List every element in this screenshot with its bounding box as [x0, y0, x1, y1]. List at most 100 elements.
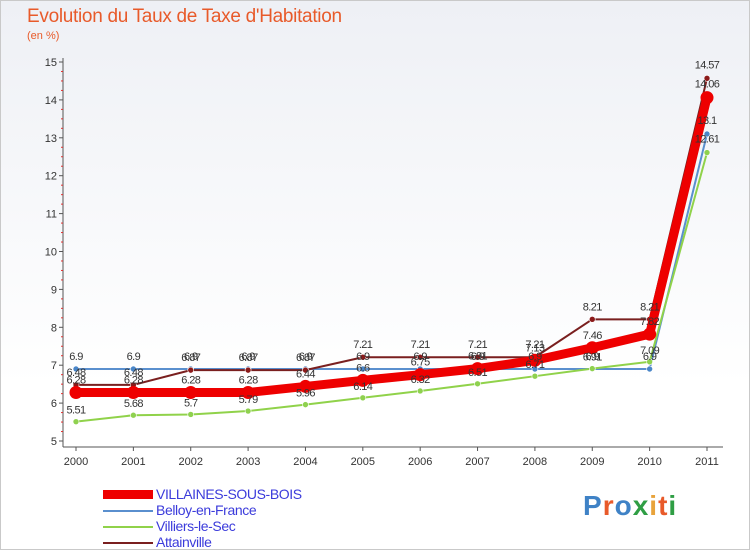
- data-label-0: 7.13: [525, 342, 544, 354]
- proxiti-logo: Proxiti: [583, 490, 678, 521]
- x-tick-label: 2011: [695, 456, 719, 468]
- x-tick-label: 2010: [637, 456, 661, 468]
- legend-swatch-belloy: [103, 510, 153, 512]
- data-label-3: 7.21: [411, 339, 430, 351]
- series-point-1: [359, 365, 367, 373]
- series-point-0: [471, 362, 485, 376]
- data-label-1: 6.9: [127, 351, 141, 363]
- y-tick-label: 5: [51, 436, 57, 448]
- data-label-3: 14.57: [695, 59, 720, 71]
- series-point-3: [187, 366, 195, 374]
- y-tick-label: 9: [51, 284, 57, 296]
- series-line-0: [71, 93, 712, 397]
- data-label-1: 6.9: [643, 351, 657, 363]
- series-point-0: [413, 368, 427, 382]
- data-label-2: 5.79: [239, 394, 258, 406]
- x-tick-label: 2000: [64, 456, 88, 468]
- series-line-1: [75, 133, 708, 370]
- series-point-1: [72, 365, 80, 373]
- series-point-3: [302, 366, 309, 374]
- data-label-0: 7.46: [583, 330, 602, 342]
- y-tick-label: 15: [45, 57, 57, 69]
- x-tick-label: 2005: [351, 456, 375, 468]
- chart-subtitle: (en %): [27, 30, 60, 42]
- x-tick-label: 2001: [121, 456, 145, 468]
- legend-swatch-villaines: [103, 490, 153, 499]
- data-label-3: 6.87: [239, 352, 258, 364]
- x-tick-label: 2002: [178, 456, 202, 468]
- series-point-0: [298, 379, 312, 393]
- series-point-2: [187, 411, 195, 418]
- data-label-3: 6.87: [181, 352, 200, 364]
- data-label-2: 6.91: [583, 352, 602, 364]
- series-point-3: [244, 366, 252, 374]
- series-point-0: [69, 385, 83, 399]
- y-tick-label: 7: [51, 360, 57, 372]
- series-point-2: [416, 387, 424, 395]
- series-point-0: [585, 341, 599, 355]
- series-point-2: [703, 149, 711, 156]
- data-label-0: 6.28: [124, 374, 143, 386]
- series-point-2: [474, 380, 481, 388]
- x-tick-label: 2006: [408, 456, 432, 468]
- data-label-1: 6.9: [528, 351, 542, 363]
- x-tick-label: 2008: [523, 456, 547, 468]
- data-label-0: 6.91: [468, 351, 487, 363]
- series-point-1: [703, 130, 711, 138]
- series-point-0: [528, 353, 542, 367]
- series-point-3: [703, 74, 711, 82]
- data-label-2: 5.7: [184, 397, 198, 409]
- data-label-1: 6.9: [471, 351, 485, 363]
- x-tick-label: 2007: [465, 456, 489, 468]
- series-point-2: [302, 401, 309, 408]
- series-point-0: [356, 373, 370, 387]
- series-point-2: [588, 365, 596, 372]
- y-tick-label: 11: [46, 209, 57, 221]
- series-point-0: [700, 91, 714, 105]
- series-point-0: [241, 385, 255, 399]
- data-label-1: 6.9: [69, 351, 83, 363]
- legend-label-villiers: Villiers-le-Sec: [156, 518, 236, 534]
- series-point-2: [359, 394, 367, 402]
- data-label-0: 6.28: [181, 374, 200, 386]
- data-label-3: 6.48: [66, 367, 85, 379]
- x-tick-label: 2003: [236, 456, 260, 468]
- data-label-3: 8.21: [640, 301, 659, 313]
- data-label-1: 6.9: [413, 351, 427, 363]
- data-label-0: 6.6: [356, 362, 370, 374]
- data-label-1: 13.1: [697, 115, 716, 127]
- series-point-2: [72, 418, 80, 425]
- data-label-0: 6.75: [411, 357, 430, 369]
- data-label-0: 7.82: [640, 316, 659, 328]
- data-label-2: 6.14: [353, 381, 372, 393]
- legend-swatch-villiers: [103, 526, 153, 528]
- legend-swatch-attainville: [103, 542, 153, 544]
- series-line-2: [75, 151, 708, 423]
- series-point-3: [359, 353, 367, 361]
- y-tick-label: 13: [45, 133, 57, 145]
- legend-label-villaines: VILLAINES-SOUS-BOIS: [156, 486, 302, 502]
- series-point-3: [474, 353, 481, 361]
- data-label-3: 8.21: [583, 301, 602, 313]
- data-label-2: 5.51: [66, 405, 85, 417]
- series-point-2: [244, 407, 252, 415]
- data-label-2: 5.96: [296, 388, 315, 400]
- series-point-0: [184, 385, 198, 399]
- data-label-3: 6.87: [296, 352, 315, 364]
- chart-title: Evolution du Taux de Taxe d'Habitation: [27, 6, 342, 27]
- data-label-3: 7.21: [468, 339, 487, 351]
- data-label-2: 7.09: [640, 345, 659, 357]
- data-label-2: 6.71: [525, 359, 544, 371]
- series-point-3: [416, 353, 424, 361]
- y-tick-label: 14: [45, 95, 57, 107]
- data-label-0: 6.28: [66, 374, 85, 386]
- series-point-2: [531, 372, 539, 380]
- y-tick-label: 8: [51, 322, 57, 334]
- data-label-2: 12.61: [695, 134, 720, 146]
- series-point-2: [130, 411, 137, 419]
- data-label-0: 6.28: [239, 374, 258, 386]
- data-label-1: 6.9: [586, 351, 600, 363]
- data-label-1: 6.9: [241, 351, 255, 363]
